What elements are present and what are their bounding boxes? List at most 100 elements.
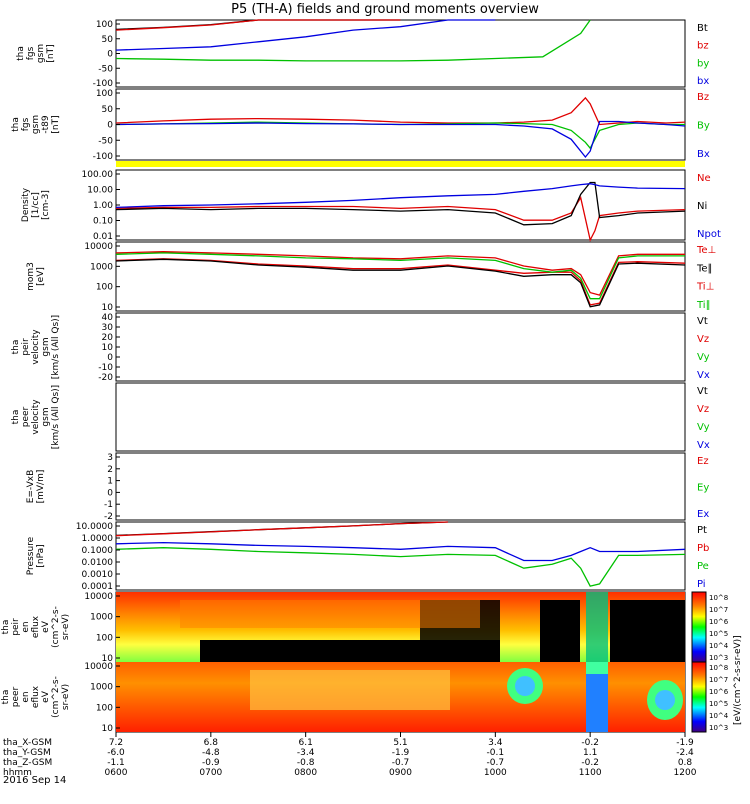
- legend-entry: Ey: [697, 483, 709, 494]
- x-tick-label: -1.9: [676, 738, 694, 748]
- y-axis-title-line: Pressure: [26, 536, 36, 575]
- legend-entry: Ez: [697, 456, 709, 467]
- legend-entry: Te⊥: [696, 245, 716, 256]
- x-tick-label: 1200: [674, 768, 697, 778]
- y-tick-label: 10: [102, 654, 114, 664]
- y-axis-title-line: gsm: [41, 337, 51, 356]
- y-tick-label: 0.0010: [82, 570, 114, 580]
- electron-spectrogram-band: [586, 662, 608, 674]
- series-line-By: [115, 121, 685, 150]
- y-tick-label: -1: [104, 500, 113, 510]
- y-axis-title-line: sr-eV): [61, 614, 71, 640]
- series-line-by: [115, 19, 591, 62]
- ion-spectrogram-band: [586, 592, 608, 662]
- y-axis-title-line: [km/s (All Qs)]: [51, 315, 61, 379]
- x-tick-label: 0900: [389, 768, 412, 778]
- x-tick-label: 7.2: [109, 738, 123, 748]
- colorbar-electron: [691, 661, 707, 733]
- series-line-Ti∥: [115, 252, 685, 300]
- panel-frame: [115, 312, 686, 382]
- y-tick-label: -10: [98, 363, 113, 373]
- colorbar-title: [eV/(cm^2-s-sr-eV)]: [733, 635, 743, 725]
- colorbar-label: 10^4: [709, 712, 729, 720]
- colorbar-label: 10^8: [709, 664, 728, 672]
- panel-frame: [115, 452, 686, 521]
- series-line-Pi: [115, 541, 686, 562]
- y-axis-title-line: eV: [41, 690, 51, 703]
- y-axis-title-line: [eV]: [36, 267, 46, 286]
- y-axis-title-line: [km/s (All Qs)]: [51, 385, 61, 449]
- y-tick-label: 10.00: [87, 186, 113, 196]
- x-tick-label: 5.1: [393, 738, 407, 748]
- y-axis-title-line: en: [21, 621, 31, 632]
- y-axis-title-line: peer: [21, 406, 31, 427]
- y-axis-title-line: gsm: [36, 44, 46, 63]
- y-axis-title-line: gsm: [31, 115, 41, 134]
- y-axis-title-line: velocity: [31, 399, 41, 435]
- y-axis-title-line: eV: [41, 620, 51, 633]
- x-tick-label: 3.4: [488, 738, 503, 748]
- y-axis-title-line: [nT]: [51, 115, 61, 133]
- y-tick-label: 0: [107, 50, 113, 60]
- x-tick-label: -0.1: [487, 748, 505, 758]
- series-line-Te⊥: [115, 258, 686, 306]
- legend-entry: Ne: [697, 173, 711, 184]
- y-axis-title-line: [nPa]: [36, 544, 46, 567]
- series-line-Ni: [115, 181, 686, 226]
- legend-entry: Te∥: [696, 263, 713, 274]
- series-line-Pe: [115, 547, 686, 587]
- electron-spectrogram-band: [250, 670, 450, 710]
- y-tick-label: 0.0100: [82, 558, 114, 568]
- date-label: 2016 Sep 14: [3, 775, 66, 786]
- series-line-Te∥: [115, 258, 686, 308]
- marker-bar: [116, 161, 685, 167]
- legend-entry: Ti∥: [696, 300, 711, 311]
- y-tick-label: 100: [96, 703, 113, 713]
- x-tick-label: -0.9: [202, 758, 220, 768]
- page-title: P5 (TH-A) fields and ground moments over…: [231, 2, 539, 17]
- colorbar-label: 10^6: [709, 618, 729, 626]
- x-tick-label: -2.4: [676, 748, 694, 758]
- y-axis-title-line: [mV/m]: [36, 470, 46, 504]
- electron-spectrogram-band: [586, 662, 608, 732]
- y-axis-title-line: tha: [11, 117, 21, 132]
- legend-entry: Vx: [697, 440, 710, 451]
- legend-entry: Vx: [697, 370, 710, 381]
- y-tick-label: 10.0000: [76, 522, 113, 532]
- y-tick-label: 1000: [90, 613, 113, 623]
- y-tick-label: 1000: [90, 683, 113, 693]
- x-tick-label: 6.1: [299, 738, 313, 748]
- y-tick-label: 20: [102, 333, 114, 343]
- y-axis-title-line: tha: [11, 410, 21, 425]
- colorbar-label: 10^3: [709, 654, 728, 662]
- time-axis-row-label: hhmm: [3, 768, 32, 778]
- y-tick-label: 100.00: [82, 170, 114, 180]
- y-axis-title-line: tha: [16, 46, 26, 61]
- y-tick-label: 0.01: [93, 232, 113, 242]
- y-axis-title-line: (cm^2-s-: [51, 676, 61, 718]
- legend-entry: Bt: [697, 23, 708, 34]
- legend-entry: Ex: [697, 509, 709, 520]
- y-axis-title-line: E=-VxB: [26, 470, 36, 504]
- y-tick-label: -50: [98, 64, 113, 74]
- y-axis-title-line: eflux: [31, 615, 41, 638]
- legend-entry: bx: [697, 76, 709, 87]
- legend-entry: bz: [697, 41, 709, 52]
- colorbar-electron-labels: 10^8 10^7 10^6 10^5 10^4 10^3: [709, 664, 729, 732]
- electron-spectrogram-patch: [515, 676, 535, 696]
- y-tick-label: -100: [93, 79, 114, 89]
- y-axis-title-line: eflux: [31, 685, 41, 708]
- legend-entry: Ni: [697, 201, 707, 212]
- y-axis-title-line: sr-eV): [61, 684, 71, 710]
- series-line-Ne: [115, 196, 686, 242]
- series-lines: [115, 19, 686, 587]
- colorbar-label: 10^5: [709, 630, 728, 638]
- colorbar-ion-labels: 10^8 10^7 10^6 10^5 10^4 10^3: [709, 594, 729, 662]
- y-axis-title-line: gsm: [41, 407, 51, 426]
- legend-entry: Vy: [697, 352, 710, 363]
- legend-entry: Pb: [697, 543, 709, 554]
- y-tick-label: 50: [102, 35, 114, 45]
- y-tick-label: -100: [93, 152, 114, 162]
- y-tick-label: 10000: [84, 242, 113, 252]
- x-tick-label: 0600: [105, 768, 128, 778]
